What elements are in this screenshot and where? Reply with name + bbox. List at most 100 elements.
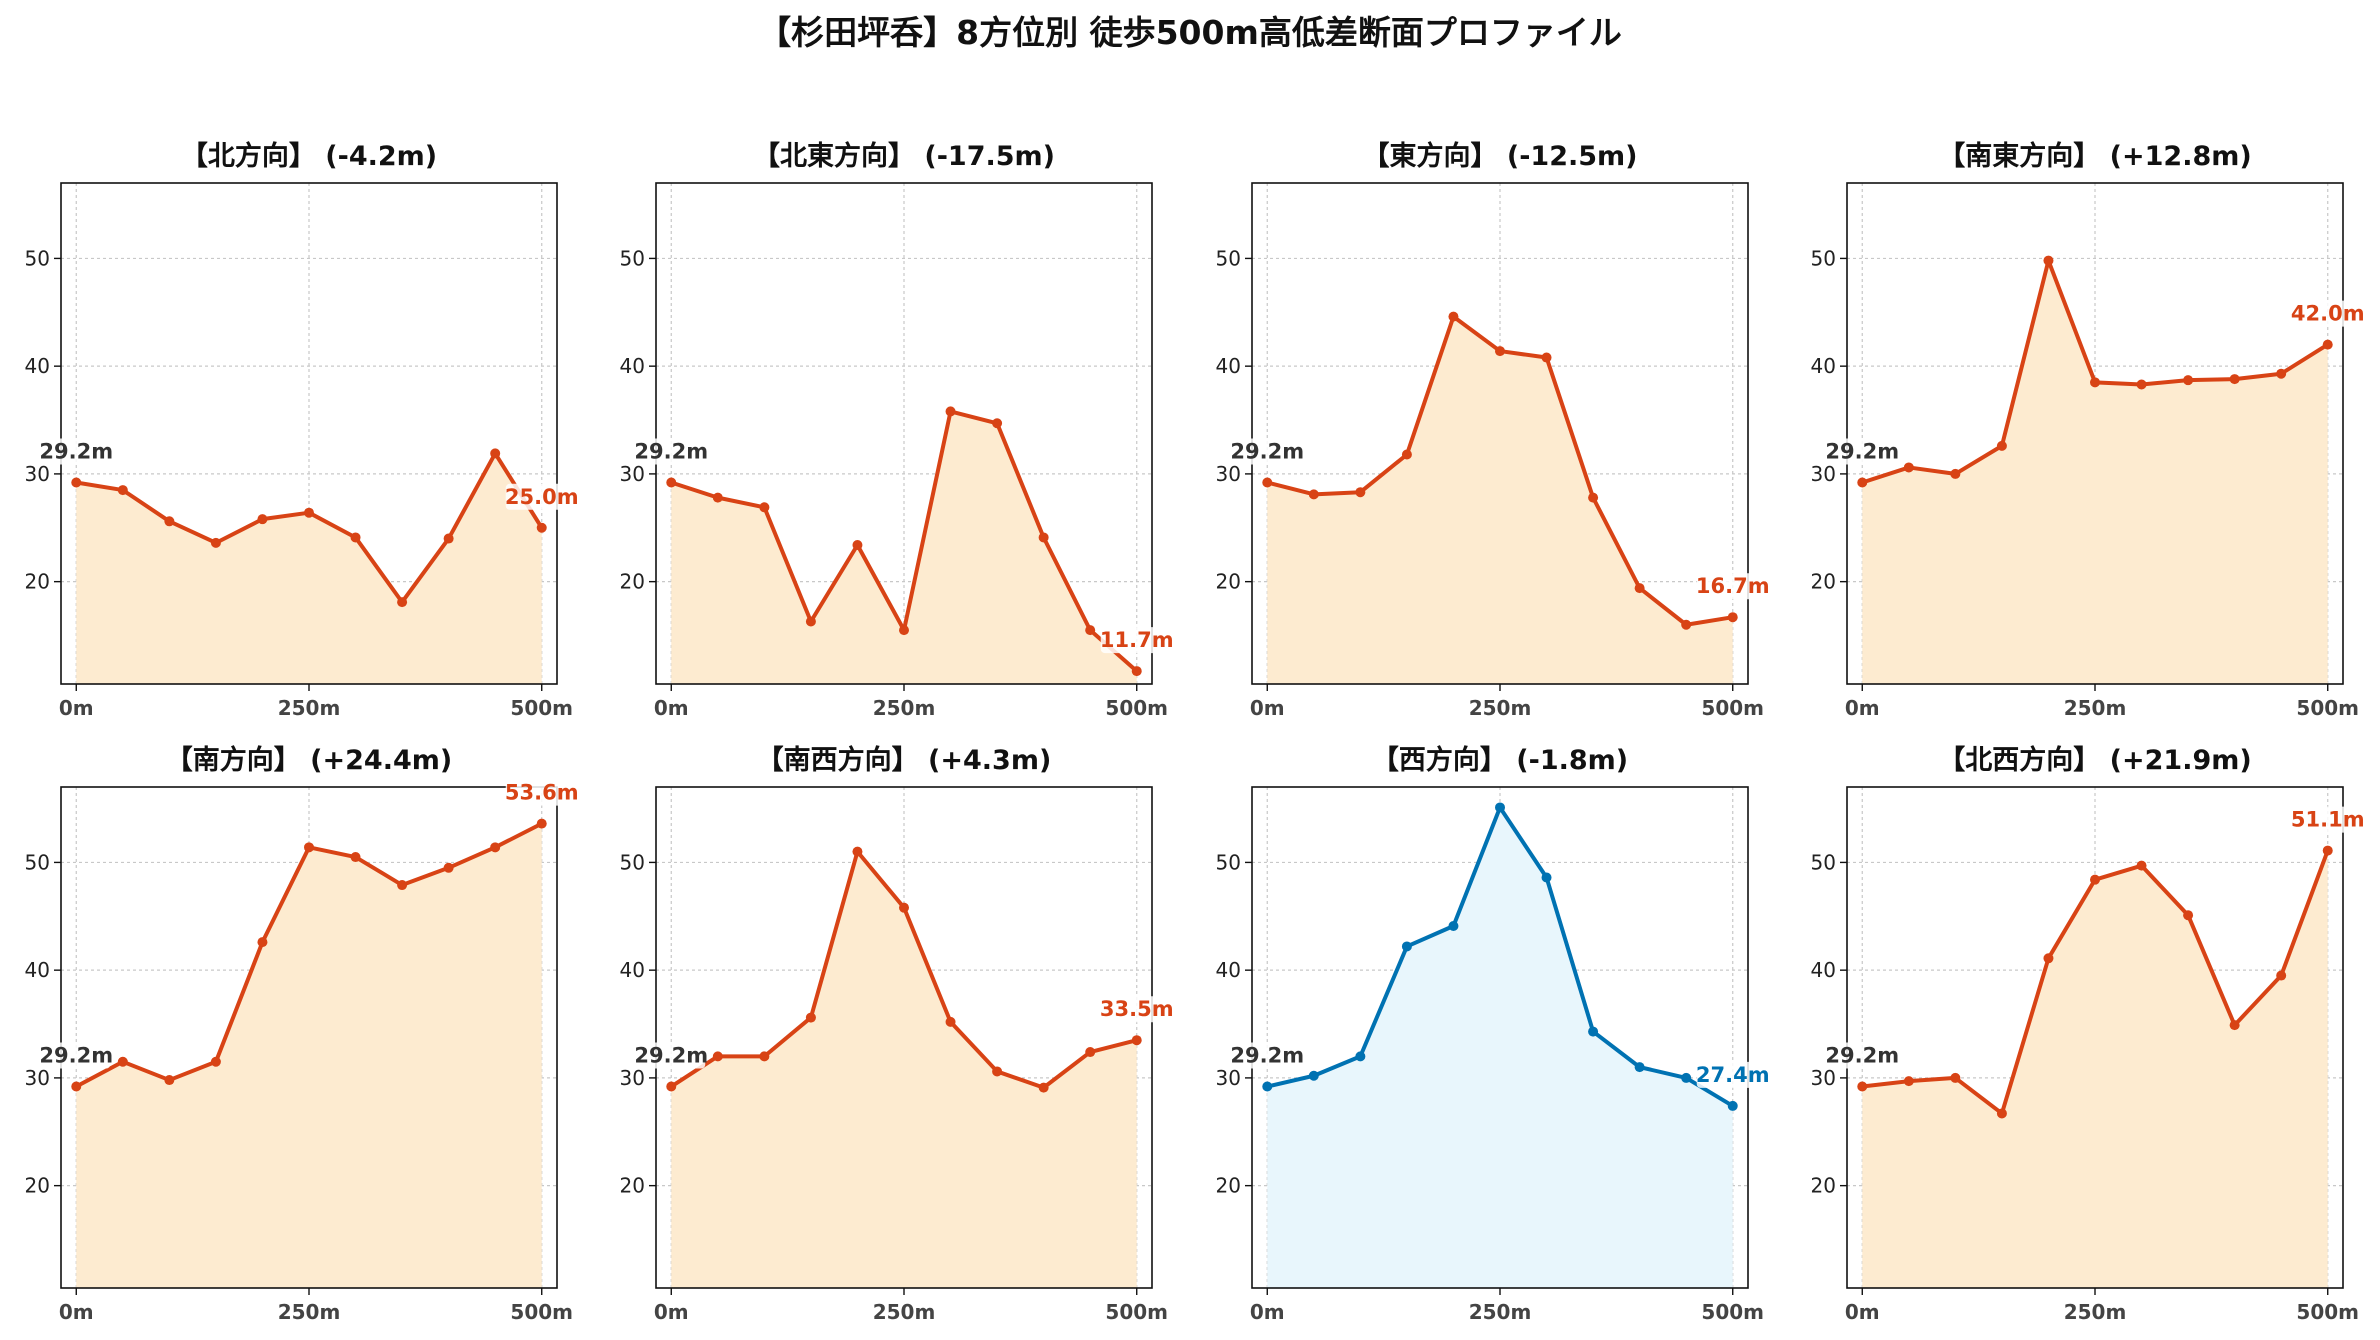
- data-point: [666, 1081, 677, 1092]
- data-point: [210, 1056, 221, 1067]
- x-tick-label: 500m: [2296, 696, 2359, 720]
- y-tick-label: 20: [1811, 1174, 1836, 1198]
- start-label-box: [1233, 438, 1302, 465]
- data-point: [1857, 1081, 1868, 1092]
- data-point: [759, 1051, 770, 1062]
- data-point: [1495, 802, 1505, 813]
- data-point: [1085, 1047, 1096, 1058]
- data-point: [1903, 1076, 1914, 1087]
- x-tick-label: 500m: [510, 696, 573, 720]
- data-point: [164, 516, 175, 527]
- end-elevation-label: 27.4m: [1696, 1063, 1770, 1087]
- data-point: [1308, 489, 1319, 500]
- data-point: [71, 477, 82, 488]
- x-tick-label: 0m: [1845, 696, 1880, 720]
- end-elevation-label: 25.0m: [505, 485, 579, 509]
- y-tick-label: 30: [1216, 1066, 1241, 1090]
- y-tick-label: 50: [620, 850, 645, 874]
- data-point: [536, 818, 547, 829]
- data-point: [2136, 860, 2147, 871]
- data-point: [1355, 487, 1366, 498]
- end-label-box: [505, 779, 578, 806]
- data-point: [1038, 1082, 1049, 1093]
- data-point: [2043, 255, 2054, 266]
- y-tick-label: 30: [1811, 462, 1836, 486]
- x-tick-label: 500m: [1105, 1300, 1168, 1324]
- y-tick-label: 40: [1216, 958, 1241, 982]
- y-tick-label: 40: [620, 354, 645, 378]
- y-tick-label: 20: [25, 570, 50, 594]
- data-point: [2090, 377, 2100, 388]
- x-tick-label: 250m: [278, 1300, 341, 1324]
- x-tick-label: 500m: [1701, 1300, 1764, 1324]
- data-point: [164, 1075, 175, 1086]
- data-point: [805, 1012, 816, 1023]
- y-tick-label: 50: [1216, 246, 1241, 270]
- data-point: [304, 842, 314, 853]
- data-point: [1038, 532, 1049, 543]
- data-point: [2043, 953, 2054, 964]
- data-point: [1903, 462, 1914, 473]
- data-point: [1996, 1108, 2007, 1119]
- y-tick-label: 20: [25, 1174, 50, 1198]
- data-point: [712, 492, 723, 503]
- data-point: [350, 852, 361, 863]
- data-point: [2090, 874, 2100, 885]
- x-tick-label: 0m: [59, 1300, 94, 1324]
- data-point: [1588, 492, 1599, 503]
- data-point: [210, 537, 221, 548]
- data-point: [712, 1051, 723, 1062]
- y-tick-label: 40: [25, 958, 50, 982]
- data-point: [1727, 1100, 1738, 1111]
- start-elevation-label: 29.2m: [1825, 1044, 1899, 1068]
- data-point: [304, 507, 314, 518]
- figure-title: 【杉田坪呑】8方位別 徒歩500m高低差断面プロファイル: [758, 13, 1622, 52]
- data-point: [1950, 1072, 1961, 1083]
- data-point: [992, 418, 1003, 429]
- y-tick-label: 50: [620, 246, 645, 270]
- end-elevation-label: 53.6m: [505, 781, 579, 805]
- x-tick-label: 500m: [2296, 1300, 2359, 1324]
- data-point: [1085, 625, 1096, 636]
- data-point: [1262, 477, 1273, 488]
- end-elevation-label: 51.1m: [2291, 808, 2365, 832]
- data-point: [1448, 311, 1459, 322]
- series-area: [1862, 850, 2328, 1288]
- x-tick-label: 250m: [278, 696, 341, 720]
- panel-title: 【北西方向】 (+21.9m): [1938, 744, 2251, 776]
- start-elevation-label: 29.2m: [39, 440, 113, 464]
- panel-title: 【北東方向】 (-17.5m): [753, 140, 1055, 172]
- data-point: [992, 1066, 1003, 1077]
- data-point: [1448, 920, 1459, 931]
- panel-title: 【南方向】 (+24.4m): [166, 744, 452, 776]
- end-label-box: [2291, 300, 2364, 327]
- x-tick-label: 0m: [1845, 1300, 1880, 1324]
- panel-title: 【西方向】 (-1.8m): [1372, 744, 1628, 776]
- data-point: [117, 485, 128, 496]
- x-tick-label: 500m: [510, 1300, 573, 1324]
- x-tick-label: 0m: [1250, 696, 1285, 720]
- data-point: [1541, 352, 1552, 363]
- data-point: [257, 514, 268, 525]
- y-tick-label: 30: [25, 462, 50, 486]
- x-tick-label: 0m: [1250, 1300, 1285, 1324]
- data-point: [117, 1056, 128, 1067]
- data-point: [899, 902, 909, 913]
- start-label-box: [42, 1042, 111, 1069]
- y-tick-label: 40: [1811, 354, 1836, 378]
- data-point: [1996, 440, 2007, 451]
- start-label-box: [42, 438, 111, 465]
- end-label-box: [1100, 627, 1173, 654]
- data-point: [2229, 1020, 2240, 1031]
- y-tick-label: 50: [1811, 246, 1836, 270]
- data-point: [1495, 346, 1505, 357]
- data-point: [1634, 583, 1645, 594]
- data-point: [1634, 1062, 1645, 1073]
- data-point: [397, 880, 408, 891]
- y-tick-label: 40: [1811, 958, 1836, 982]
